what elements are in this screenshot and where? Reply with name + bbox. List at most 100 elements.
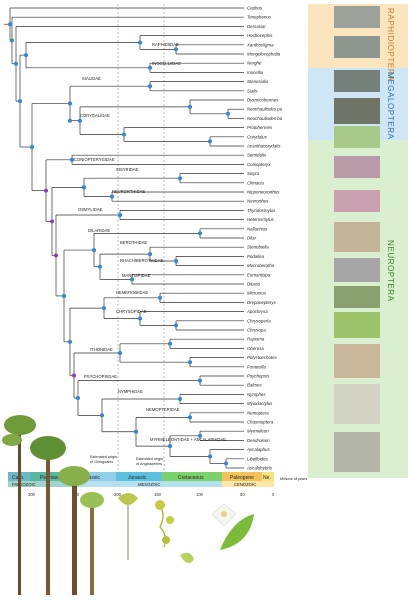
period-label-jurassic: Jurassic [128,475,147,481]
taxon-label: Sisyra [247,171,260,176]
taxon-label: Mongolocephalia [247,52,281,57]
taxon-label: Chrysopa [247,328,266,333]
taxon-label: Fontecilla [247,364,266,369]
era-cenozoic [222,481,274,487]
taxon-label: Xanthocligma [246,42,274,47]
tree-node [198,378,202,383]
tree-node [110,194,114,199]
family-raphidiidae: RAPHIDIIDAE [152,42,179,47]
tree-node [188,415,192,420]
tree-node [118,213,122,217]
taxon-label: Neochauliodes pu [247,107,283,112]
tree-node [224,461,228,466]
tree-node [72,373,76,378]
taxon-label: Heterosmylus [247,217,275,222]
period-permian [30,472,72,481]
tick-300: 300 [28,492,36,497]
taxon-label: Ascalaphus [246,447,271,452]
taxon-label: Thyridosmylus [247,208,276,213]
taxon-label: Acanthacorydalis [246,144,281,149]
family-hemerobiidae: HEMEROBIIDAE [116,290,148,295]
tree-node [78,118,82,123]
tree-node [138,40,142,45]
tree-node [138,316,142,321]
taxon-label: Ditaxis [247,282,261,287]
taxon-label: Rapisma [247,337,265,342]
taxon-label: Inocellia [247,70,264,75]
tree-node [168,341,172,346]
tree-node [158,295,162,300]
taxon-label: Podallea [247,254,265,259]
ginkgo-note-line1: Estimated origin [90,455,117,459]
tick-0: 0 [272,492,275,497]
taxon-label: Libelloides [247,456,269,461]
period-jurassic [116,472,162,481]
family-chrysopidae: CHRYSOPIDAE [116,309,147,314]
tree-node [208,139,212,144]
period-label-paleogene: Paleogene [230,475,254,481]
tick-200: 200 [114,492,122,497]
tree-node [44,188,48,193]
tree-node [100,413,104,418]
taxon-label: Chrysoperla [247,318,271,323]
taxon-label: Protohermes [247,125,273,130]
tree-node [30,145,34,150]
family-corydalidae: CORYDALIDAE [80,113,110,118]
taxon-label: Dysmicohermes [247,98,279,103]
tree-node [174,323,178,328]
family-labels: RAPHIDIIDAE INOCELLIIDAE SIALIDAE CORYDA… [74,42,226,442]
period-paleogene [222,472,262,481]
taxon-label: Mucroberotha [247,263,275,268]
tick-150: 150 [154,492,162,497]
timescale: Carb. Permian Triassic Jurassic Cretaceo… [8,472,307,497]
family-ithonidae: ITHONIDAE [90,347,113,352]
taxon-label: Chasmoptera [247,420,274,425]
era-mesozoic [72,481,222,487]
taxon-label: Drepanepteryx [247,300,277,305]
period-label-cretaceous: Cretaceous [178,475,204,481]
tree-node [70,157,74,162]
family-coniopterygidae: CONIOPTERYGIDAE [74,157,115,162]
taxon-label: Cephus [247,6,263,11]
taxon-label: Apochrysa [246,309,268,314]
family-sisyridae: SISYRIDAE [116,167,139,172]
tree-node [148,84,152,89]
period-neogene [262,472,274,481]
taxon-label: Psychopsis [247,374,270,379]
taxon-label: Corydalus [247,134,268,139]
family-sialidae: SIALIDAE [82,76,101,81]
taxon-label: Stenobiella [247,245,269,250]
tree-node [198,433,202,438]
tree-node [178,397,182,401]
tree-node [68,339,72,344]
phylogenetic-tree [4,7,244,469]
era-paleozoic [8,481,72,487]
tree-node [174,259,178,263]
tree-node [76,395,80,400]
taxon-label: Myiodactylus [247,401,273,406]
period-label-neogene: Ne. [263,475,271,481]
tree-node [148,252,152,257]
tree-node [62,293,66,298]
taxon-label: Climacia [247,180,264,185]
tree-node [50,219,54,224]
taxon-label: Nevrorthus [247,199,269,204]
tick-50: 50 [240,492,245,497]
era-label-paleozoic: PALEOZOIC [12,482,36,487]
tree-node [10,38,14,43]
family-dilaridae: DILARIDAE [88,228,110,233]
period-label-triassic: Triassic [83,475,101,481]
order-label-neuroptera: NEUROPTERA [386,240,395,302]
taxon-label: Nerghe [247,61,262,66]
origin-notes: Estimated origin of Ginkgoales Estimated… [90,455,163,466]
tree-node [118,351,122,355]
taxon-label: Sialis [247,88,258,93]
taxon-label: Nipponeurorthus [247,190,280,195]
taxon-label: Micromus [247,291,267,296]
tree-node [122,132,126,137]
taxon-label: Coniopteryx [247,162,271,167]
taxon-label: Balmes [247,383,262,388]
family-berothidae: BEROTHIDAE [120,240,147,245]
family-osmylidae: OSMYLIDAE [78,207,103,212]
